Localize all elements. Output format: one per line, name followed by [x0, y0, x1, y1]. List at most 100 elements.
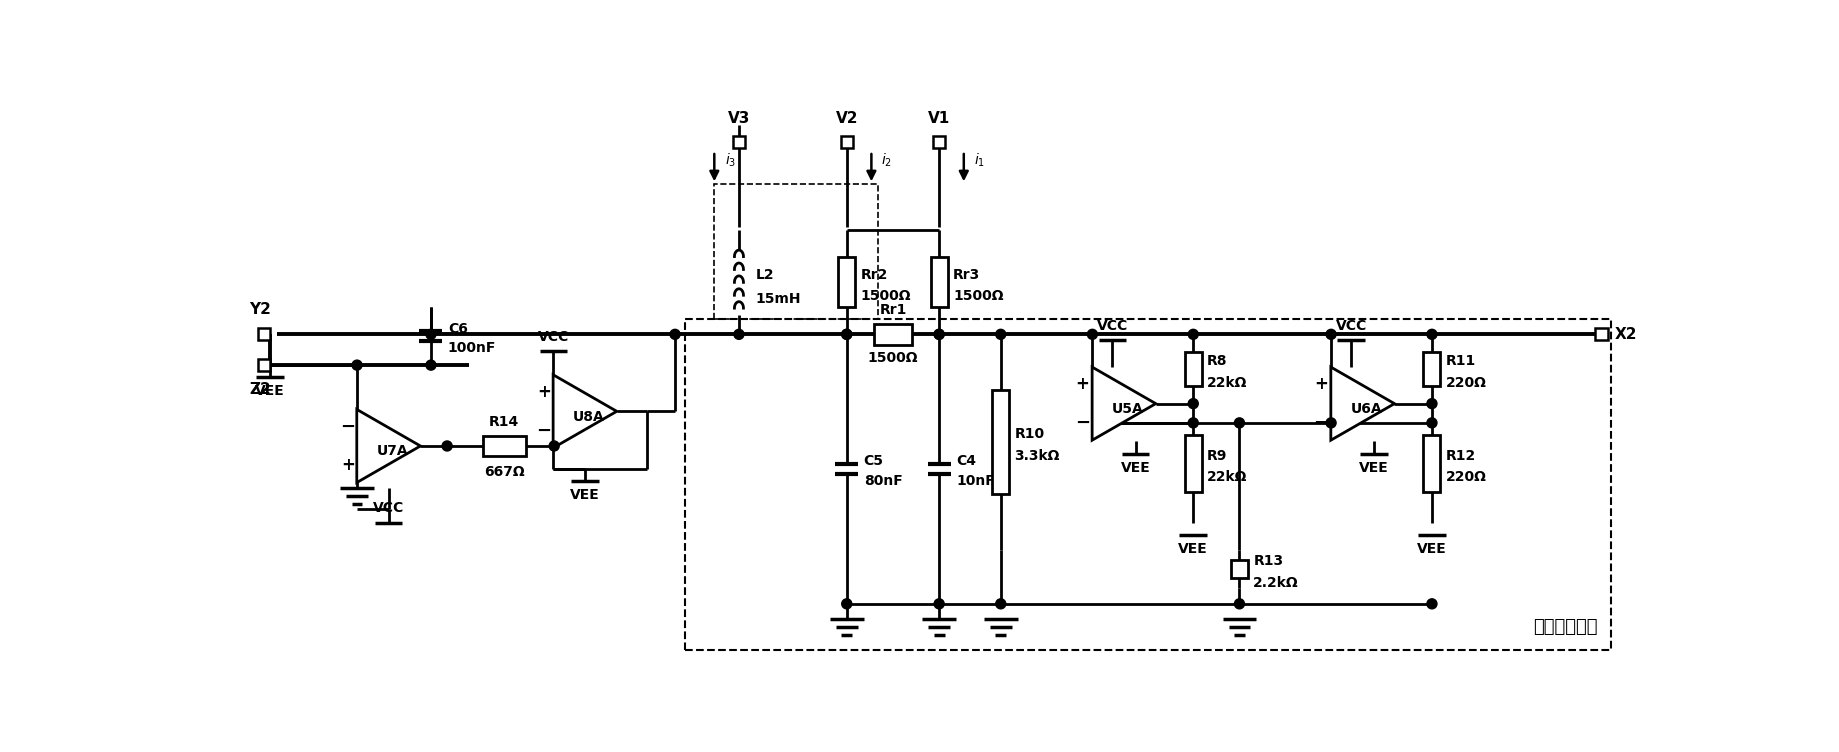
Text: 2.2kΩ: 2.2kΩ	[1252, 576, 1298, 590]
Bar	[684, 319, 1611, 650]
Bar	[1184, 435, 1201, 492]
Circle shape	[1234, 599, 1243, 609]
Bar	[839, 257, 855, 308]
Circle shape	[1427, 599, 1436, 609]
Text: VEE: VEE	[256, 384, 285, 399]
Text: VCC: VCC	[537, 329, 568, 344]
Text: VEE: VEE	[1120, 462, 1149, 475]
Text: VEE: VEE	[1177, 542, 1208, 556]
Text: V3: V3	[728, 111, 750, 126]
Text: +: +	[340, 456, 355, 475]
Bar	[1423, 353, 1440, 386]
Text: −: −	[1074, 414, 1089, 432]
Text: VEE: VEE	[1416, 542, 1445, 556]
Polygon shape	[1092, 367, 1155, 440]
Circle shape	[1326, 329, 1335, 339]
Text: 100nF: 100nF	[447, 341, 497, 355]
Bar	[482, 435, 526, 456]
Text: 1500Ω: 1500Ω	[953, 290, 1002, 303]
Bar	[714, 184, 877, 319]
Text: V1: V1	[927, 111, 949, 126]
Circle shape	[934, 329, 943, 339]
Text: U8A: U8A	[572, 410, 605, 423]
Text: VCC: VCC	[1096, 319, 1127, 333]
Text: $\mathit{i}_1$: $\mathit{i}_1$	[973, 152, 984, 169]
Bar	[840, 135, 853, 148]
Bar	[257, 328, 270, 341]
Text: 667Ω: 667Ω	[484, 465, 524, 479]
Circle shape	[548, 441, 559, 451]
Text: R9: R9	[1206, 449, 1227, 462]
Text: C5: C5	[862, 454, 883, 468]
Bar	[1423, 435, 1440, 492]
Bar	[1594, 328, 1607, 341]
Text: VEE: VEE	[570, 488, 600, 502]
Text: U5A: U5A	[1111, 402, 1144, 416]
Text: 3.3kΩ: 3.3kΩ	[1013, 449, 1059, 463]
Bar	[931, 257, 947, 308]
Circle shape	[669, 329, 680, 339]
Text: 1500Ω: 1500Ω	[868, 351, 918, 365]
Circle shape	[1326, 418, 1335, 428]
Bar	[257, 359, 270, 371]
Bar	[932, 135, 945, 148]
Text: 220Ω: 220Ω	[1445, 470, 1486, 484]
Circle shape	[1234, 418, 1243, 428]
Text: +: +	[537, 383, 550, 401]
Circle shape	[934, 329, 943, 339]
Text: VEE: VEE	[1359, 462, 1388, 475]
Text: R8: R8	[1206, 354, 1227, 368]
Bar	[732, 135, 745, 148]
Polygon shape	[1330, 367, 1394, 440]
Circle shape	[1087, 329, 1096, 339]
Circle shape	[995, 329, 1006, 339]
Text: −: −	[1313, 414, 1328, 432]
Text: 22kΩ: 22kΩ	[1206, 470, 1247, 484]
Circle shape	[1427, 329, 1436, 339]
Text: Rr2: Rr2	[861, 268, 888, 282]
Text: R12: R12	[1445, 449, 1475, 462]
Text: 15mH: 15mH	[756, 293, 802, 306]
Circle shape	[1188, 329, 1197, 339]
Bar	[1230, 560, 1247, 578]
Text: 220Ω: 220Ω	[1445, 376, 1486, 390]
Circle shape	[734, 329, 743, 339]
Circle shape	[840, 599, 851, 609]
Text: 22kΩ: 22kΩ	[1206, 376, 1247, 390]
Text: R10: R10	[1013, 427, 1045, 441]
Polygon shape	[357, 409, 419, 483]
Text: R13: R13	[1252, 554, 1284, 569]
Polygon shape	[554, 374, 616, 448]
Bar	[991, 390, 1008, 494]
Text: Z2: Z2	[248, 382, 270, 397]
Text: R14: R14	[489, 415, 519, 429]
Text: Rr3: Rr3	[953, 268, 980, 282]
Text: Rr1: Rr1	[879, 303, 907, 317]
Text: −: −	[537, 422, 552, 440]
Bar	[874, 323, 912, 345]
Text: +: +	[1313, 375, 1328, 393]
Circle shape	[425, 360, 436, 370]
Circle shape	[1427, 399, 1436, 408]
Text: 80nF: 80nF	[862, 474, 901, 487]
Bar	[1184, 353, 1201, 386]
Text: 1500Ω: 1500Ω	[861, 290, 910, 303]
Text: L2: L2	[756, 268, 774, 282]
Text: Y2: Y2	[248, 302, 270, 317]
Circle shape	[840, 329, 851, 339]
Circle shape	[351, 360, 362, 370]
Text: 10nF: 10nF	[956, 474, 995, 487]
Text: X2: X2	[1613, 327, 1637, 342]
Text: $\mathit{i}_2$: $\mathit{i}_2$	[881, 152, 892, 169]
Text: 改变蔡氏电路: 改变蔡氏电路	[1532, 618, 1596, 636]
Text: +: +	[1074, 375, 1089, 393]
Text: V2: V2	[835, 111, 857, 126]
Circle shape	[1188, 418, 1197, 428]
Text: −: −	[340, 417, 355, 435]
Text: U6A: U6A	[1350, 402, 1381, 416]
Circle shape	[840, 329, 851, 339]
Circle shape	[425, 329, 436, 339]
Text: VCC: VCC	[373, 502, 405, 515]
Text: R11: R11	[1445, 354, 1475, 368]
Circle shape	[934, 599, 943, 609]
